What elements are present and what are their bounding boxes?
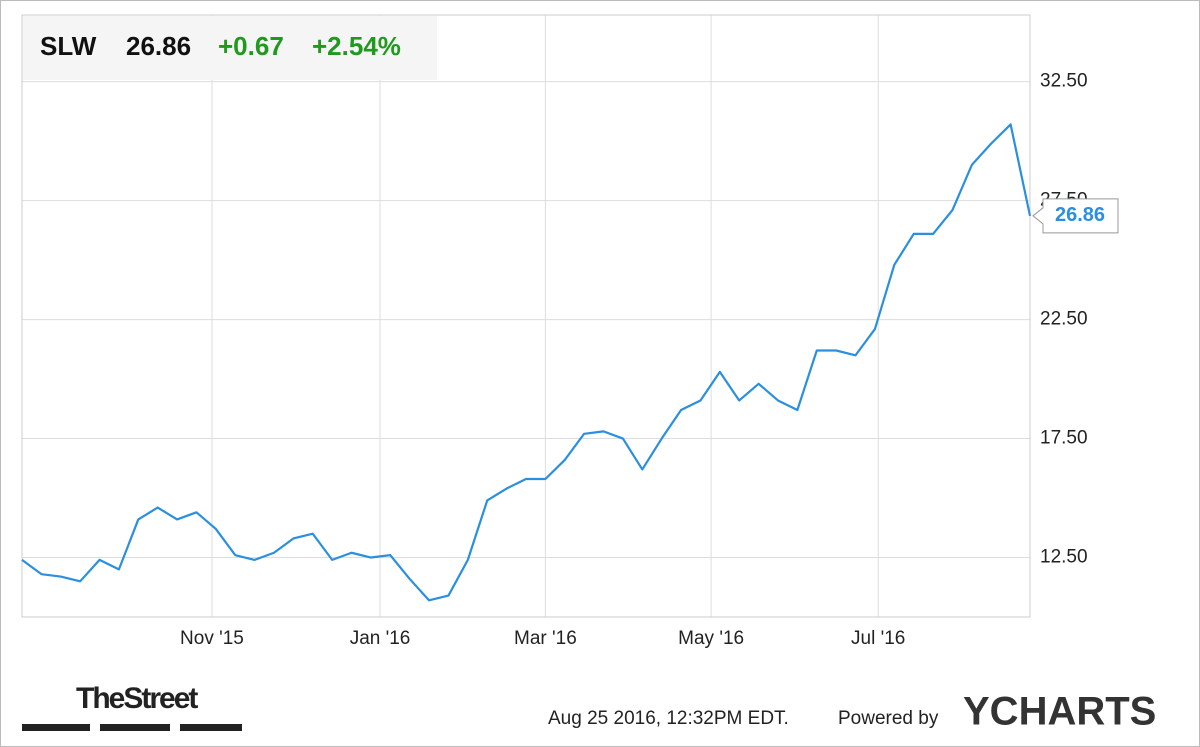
x-tick-label: Nov '15 [180,628,244,649]
brand-bar [180,724,242,731]
x-tick-label: May '16 [678,628,744,649]
brand-logo: TheStreet [76,682,198,715]
powered-by: Powered by [838,708,939,729]
y-tick-label: 22.50 [1040,309,1088,330]
y-tick-label: 32.50 [1040,71,1088,92]
x-tick-label: Jan '16 [350,628,411,649]
price: 26.86 [126,31,191,61]
ticker: SLW [40,31,97,61]
x-tick-label: Mar '16 [514,628,577,649]
plot-area [21,14,1031,618]
quote-box [23,16,437,80]
timestamp: Aug 25 2016, 12:32PM EDT. [548,708,789,729]
y-tick-label: 17.50 [1040,428,1088,449]
brand-bar [22,724,90,731]
brand-bar [100,724,170,731]
change: +0.67 [218,31,284,61]
x-tick-label: Jul '16 [851,628,905,649]
change-percent: +2.54% [312,31,401,61]
last-value-box [1032,198,1119,234]
price-line [21,123,1032,602]
y-tick-label: 12.50 [1040,547,1088,568]
last-value-label: 26.86 [1055,204,1105,226]
ycharts-logo: YCHARTS [963,690,1156,734]
